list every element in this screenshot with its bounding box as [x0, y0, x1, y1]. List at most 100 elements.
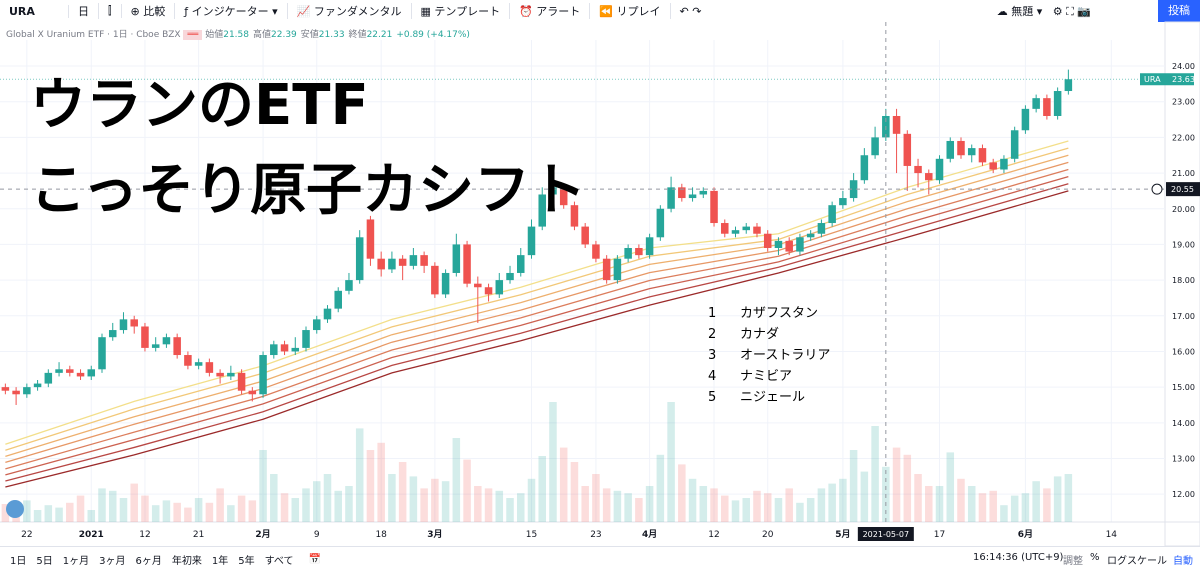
undo[interactable]: ↶ ↷ [679, 4, 702, 18]
ohlc: 始値21.58 高値22.39 安値21.33 終値22.21 [205, 30, 396, 40]
auto-scale[interactable]: 自動 [1173, 556, 1193, 567]
volume-bar [570, 462, 579, 522]
candle-body [656, 208, 665, 238]
volume-bar [312, 481, 321, 522]
crosshair-price: 20.55 [1171, 185, 1194, 194]
interval[interactable]: 日 [69, 3, 99, 19]
volume-bar [173, 502, 181, 522]
candle-body [1043, 98, 1051, 116]
volume-bar [366, 450, 375, 522]
percent[interactable]: % [1090, 552, 1100, 563]
volume-bar [463, 459, 471, 522]
candle-body [259, 355, 267, 395]
candle-body [162, 337, 171, 345]
candle-body [184, 355, 192, 366]
candle-body [914, 165, 922, 174]
volume-bar [602, 488, 611, 522]
volume-bar [108, 490, 117, 522]
compare-label: 比較 [143, 5, 166, 18]
candle-body [903, 133, 912, 166]
change: +0.89 (+4.17%) [396, 30, 470, 40]
x-tick-label: 2021 [79, 530, 104, 540]
x-tick-label: 2月 [255, 529, 270, 540]
last-price-badge [1140, 73, 1194, 86]
candle-body [774, 240, 783, 248]
volume-bar [1032, 481, 1040, 522]
range-button[interactable]: 1ヶ月 [62, 555, 90, 567]
volume-bar [323, 474, 332, 522]
moving-average [5, 140, 1069, 445]
volume-bar [355, 428, 364, 522]
volume-bar [151, 505, 160, 522]
note-number: 1 [708, 306, 716, 321]
symbol[interactable]: URA [0, 4, 69, 18]
range-button[interactable]: すべて [264, 555, 294, 567]
date-range[interactable]: 📅 [308, 553, 321, 565]
volume-bar [205, 502, 214, 522]
compare[interactable]: ⊕ 比較 [122, 3, 176, 19]
moving-average [5, 183, 1069, 482]
candle-body [248, 390, 257, 395]
y-tick-label: 19.00 [1172, 240, 1195, 249]
range-button[interactable]: 5日 [36, 555, 53, 567]
volume-bar [87, 510, 96, 522]
volume-bar [774, 498, 783, 522]
volume-bar [892, 447, 901, 522]
toolbar: URA 日 ⫿ ⊕ 比較 ƒ インジケーター ▾ 📈 ファンダメンタル ▦ テン… [0, 0, 1200, 23]
templates[interactable]: ▦ テンプレート [412, 3, 511, 19]
candle-body [108, 330, 117, 338]
candle-body [366, 219, 375, 259]
crosshair-date: 2021-05-07 [863, 530, 910, 539]
range-button[interactable]: 5年 [238, 555, 255, 567]
candle-body [721, 223, 729, 234]
indicators[interactable]: ƒ インジケーター ▾ [175, 3, 288, 19]
alert[interactable]: ⏰ アラート [510, 3, 591, 19]
adjust[interactable]: 調整 [1063, 556, 1083, 567]
volume-bar [946, 452, 955, 522]
volume-bar [559, 447, 568, 522]
range-button[interactable]: 1年 [211, 555, 229, 567]
candle-body [484, 287, 493, 295]
candle-body [688, 194, 697, 199]
candle-body [270, 344, 278, 356]
overlay-title: こっそり原子カシフト [30, 158, 586, 223]
candle-body [667, 187, 675, 209]
candle-body [388, 258, 396, 270]
log-scale[interactable]: ログスケール [1107, 556, 1167, 567]
candle-body [935, 158, 944, 181]
replay[interactable]: ⏪ リプレイ [590, 3, 671, 19]
volume-bar [194, 498, 203, 522]
candle-body [280, 344, 289, 352]
x-tick-label: 18 [375, 530, 387, 540]
candle-body [98, 337, 106, 370]
candle-body [474, 283, 482, 288]
templates-label: テンプレート [434, 5, 501, 18]
candle-body [742, 226, 751, 231]
ohlc-value: 21.58 [223, 30, 249, 40]
note-number: 5 [708, 390, 716, 405]
range-button[interactable]: 年初来 [171, 555, 202, 567]
publish-button[interactable]: 投稿 [1158, 0, 1200, 22]
volume-bar [871, 426, 879, 522]
range-button[interactable]: 6ヶ月 [135, 555, 162, 567]
candle-body [205, 362, 214, 373]
candle-body [1000, 158, 1008, 170]
volume-bar [141, 495, 149, 522]
moving-average [5, 176, 1069, 476]
candle-body [87, 369, 96, 377]
volume-bar [420, 488, 428, 522]
volume-bar [259, 450, 267, 522]
range-button[interactable]: 1日 [10, 555, 27, 567]
logo[interactable] [6, 500, 24, 518]
chart-style[interactable]: ⫿ [99, 4, 122, 18]
volume-bar [345, 486, 353, 522]
moving-average [5, 168, 1069, 470]
x-tick-label: 17 [934, 530, 945, 540]
moving-average [5, 154, 1069, 457]
volume-bar [377, 442, 385, 522]
candle-body [860, 155, 869, 181]
layout-name[interactable]: ☁ 無題 ▾ ⚙ ⛶ 📷 [996, 5, 1091, 18]
fundamentals[interactable]: 📈 ファンダメンタル [288, 3, 412, 19]
candle-body [1010, 130, 1019, 159]
range-button[interactable]: 3ヶ月 [99, 555, 126, 567]
